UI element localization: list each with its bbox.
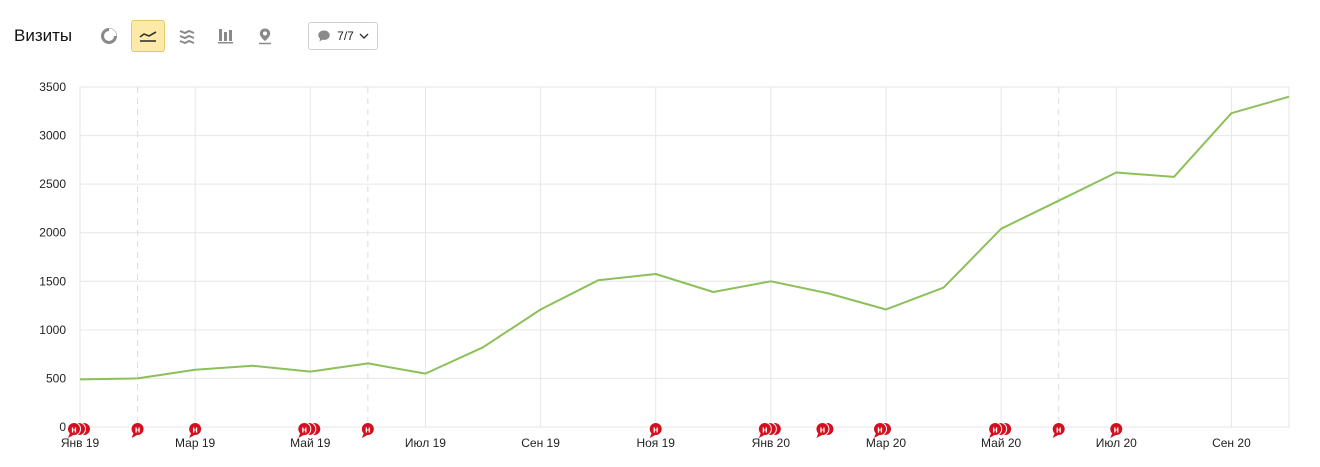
note-marker xyxy=(130,422,145,436)
note-marker xyxy=(1051,422,1066,436)
x-tick-label: Июл 20 xyxy=(1096,436,1137,450)
note-marker-tail xyxy=(758,433,765,438)
note-marker xyxy=(360,422,375,436)
toolbar: Визиты xyxy=(14,18,378,54)
column-chart-icon xyxy=(218,29,234,44)
note-marker-tail xyxy=(816,433,822,438)
note-marker xyxy=(297,422,312,436)
note-marker xyxy=(1109,422,1124,436)
note-marker xyxy=(815,422,830,436)
line-chart-button[interactable] xyxy=(131,20,166,52)
note-marker xyxy=(757,422,772,436)
note-marker xyxy=(648,422,663,436)
y-tick-label: 2000 xyxy=(39,226,66,240)
note-marker xyxy=(873,422,887,436)
notes-filter-value: 7/7 xyxy=(337,29,354,43)
x-tick-label: Май 19 xyxy=(290,436,331,450)
note-marker-tail xyxy=(131,433,138,438)
note-marker xyxy=(67,422,81,436)
report-title: Визиты xyxy=(14,26,73,45)
y-tick-label: 3500 xyxy=(39,80,66,94)
area-chart-icon xyxy=(179,29,195,44)
pie-chart-icon xyxy=(101,28,118,44)
note-marker-tail xyxy=(68,433,74,438)
y-tick-label: 500 xyxy=(46,371,66,385)
note-marker-label: н xyxy=(877,424,882,434)
y-tick-label: 1000 xyxy=(39,323,66,337)
note-marker-label: н xyxy=(1114,424,1119,434)
column-chart-button[interactable] xyxy=(209,20,243,52)
note-marker-tail xyxy=(989,433,995,438)
note-marker xyxy=(988,422,1003,436)
note-marker-tail xyxy=(874,433,880,438)
note-marker-tail xyxy=(298,433,304,438)
note-marker-label: н xyxy=(71,424,76,434)
note-marker-label: н xyxy=(192,424,197,434)
note-marker-label: н xyxy=(365,424,370,434)
y-tick-label: 1500 xyxy=(39,274,66,288)
x-tick-label: Сен 20 xyxy=(1212,436,1251,450)
x-tick-label: Мар 19 xyxy=(175,436,215,450)
series-line xyxy=(79,95,1290,381)
x-tick-label: Мар 20 xyxy=(866,436,906,450)
note-marker-tail xyxy=(1110,433,1116,438)
note-marker-tail xyxy=(649,433,656,438)
y-tick-label: 3000 xyxy=(39,129,66,143)
comment-icon xyxy=(318,30,330,42)
note-marker-label: н xyxy=(653,424,658,434)
x-tick-label: Сен 19 xyxy=(521,436,560,450)
note-marker-tail xyxy=(189,433,195,438)
pie-chart-button[interactable] xyxy=(92,20,126,52)
y-tick-label: 2500 xyxy=(39,177,66,191)
plot-frame xyxy=(79,86,1290,428)
line-chart-icon xyxy=(139,31,157,42)
x-tick-label: Ноя 19 xyxy=(636,436,675,450)
x-tick-label: Май 20 xyxy=(981,436,1022,450)
x-tick-label: Июл 19 xyxy=(405,436,446,450)
note-marker-label: н xyxy=(820,424,825,434)
note-marker-label: н xyxy=(135,424,140,434)
notes-filter-dropdown[interactable]: 7/7 xyxy=(308,22,378,50)
y-tick-label: 0 xyxy=(59,420,66,434)
x-tick-label: Янв 19 xyxy=(61,436,100,450)
chevron-down-icon xyxy=(359,33,369,39)
note-marker-label: н xyxy=(992,424,997,434)
note-marker-label: н xyxy=(1056,424,1061,434)
map-button[interactable] xyxy=(248,20,282,52)
map-pin-icon xyxy=(259,28,272,45)
note-marker xyxy=(188,422,203,436)
note-marker-label: н xyxy=(302,424,307,434)
note-marker-tail xyxy=(1052,433,1059,438)
x-tick-label: Янв 20 xyxy=(752,436,791,450)
area-chart-button[interactable] xyxy=(170,20,204,52)
note-marker-label: н xyxy=(762,424,767,434)
note-marker-tail xyxy=(361,433,368,438)
